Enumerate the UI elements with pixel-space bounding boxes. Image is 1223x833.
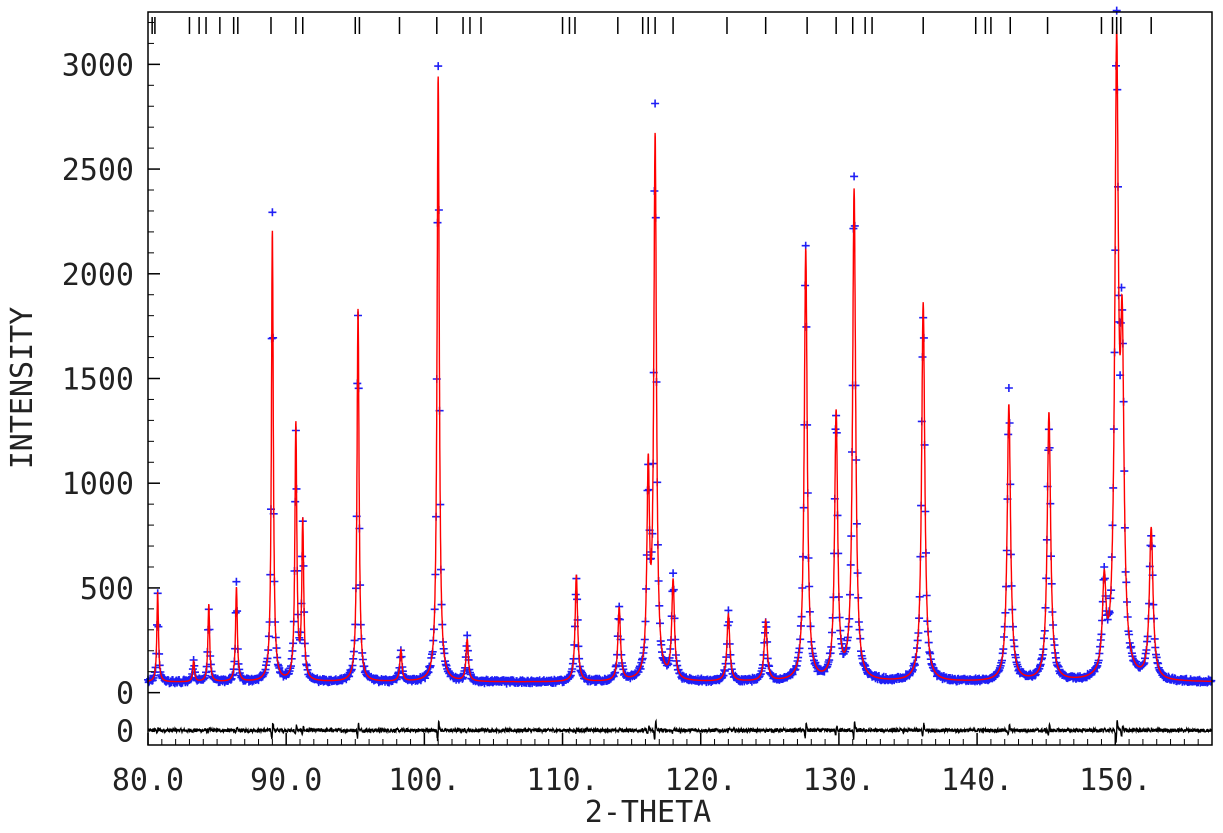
y-axis-label: INTENSITY — [5, 307, 40, 470]
y-tick-label: 1000 — [62, 467, 134, 502]
observed-points — [144, 6, 1216, 688]
y-tick-label: 500 — [80, 572, 134, 607]
difference-zero-label: 0 — [116, 714, 134, 749]
x-tick-label: 120. — [665, 763, 737, 798]
y-axis-ticks: 0 500 1000 1500 2000 2500 3000 0 — [62, 21, 160, 749]
x-tick-label: 100. — [388, 763, 460, 798]
x-tick-label: 90.0 — [250, 763, 322, 798]
x-tick-label: 150. — [1079, 763, 1151, 798]
plot-area — [144, 6, 1216, 746]
x-axis-label: 2-THETA — [585, 795, 711, 830]
calculated-curve — [147, 29, 1212, 683]
difference-curve — [147, 718, 1213, 743]
y-tick-label: 2000 — [62, 258, 134, 293]
y-tick-label: 1500 — [62, 363, 134, 398]
x-axis-ticks: 80.0 90.0 100. 110. 120. 130. 140. 150. — [112, 733, 1213, 798]
observed-marker-path — [144, 6, 1216, 688]
y-tick-label: 0 — [116, 677, 134, 712]
x-tick-label: 110. — [526, 763, 598, 798]
x-tick-label: 140. — [941, 763, 1013, 798]
plot-frame — [147, 11, 1213, 746]
y-tick-label: 3000 — [62, 48, 134, 83]
x-tick-label: 80.0 — [112, 763, 184, 798]
x-tick-label: 130. — [803, 763, 875, 798]
y-tick-label: 2500 — [62, 153, 134, 188]
